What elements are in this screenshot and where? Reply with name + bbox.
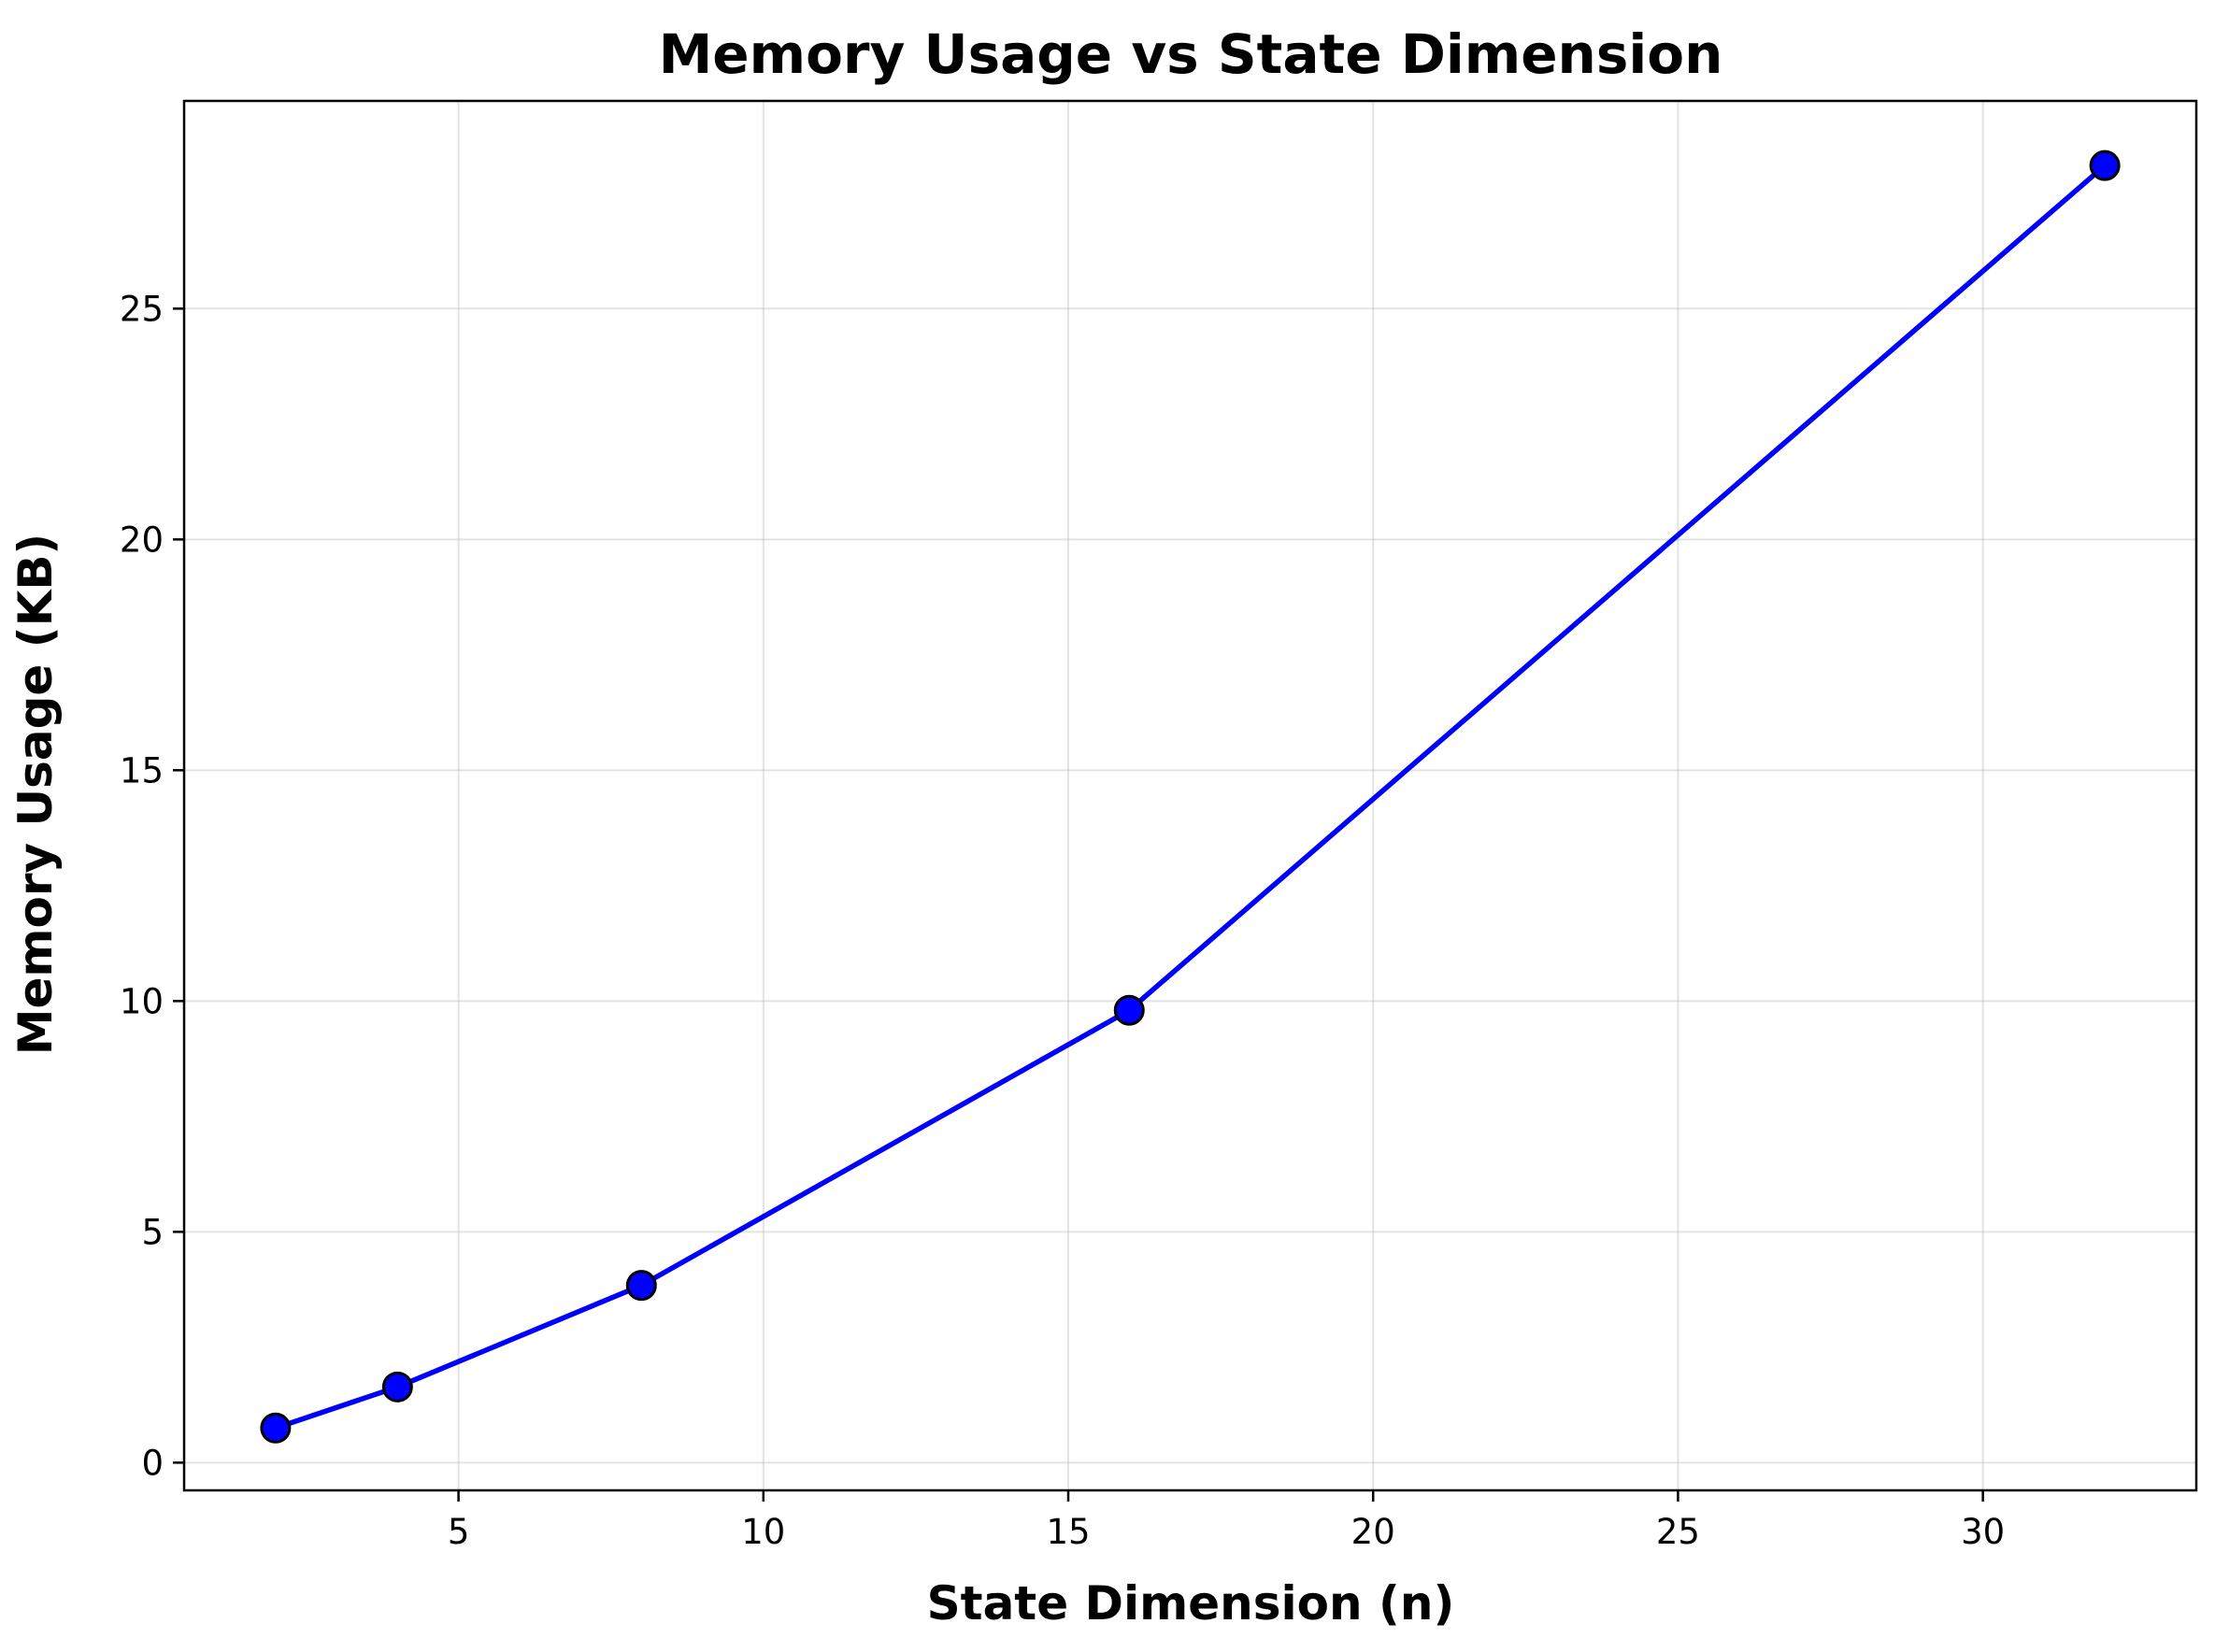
chart-title: Memory Usage vs State Dimension [659,22,1723,86]
x-axis-label: State Dimension (n) [927,1576,1455,1631]
data-point [381,1371,413,1403]
series-layer [260,150,2121,1444]
data-point [260,1412,292,1444]
x-tick-label: 10 [741,1512,785,1552]
x-tick-label: 25 [1656,1512,1700,1552]
x-axis-ticks: 5 10 15 20 25 30 [448,1490,2005,1552]
y-tick-label: 0 [141,1443,164,1483]
x-tick-label: 5 [448,1512,470,1552]
y-tick-label: 15 [120,750,164,790]
y-tick-label: 5 [141,1212,164,1252]
y-tick-label: 25 [120,289,164,329]
y-tick-label: 10 [120,981,164,1021]
data-point [2089,150,2121,181]
data-point [625,1270,657,1302]
data-point [1113,994,1145,1026]
grid-lines [184,101,2196,1490]
x-tick-label: 15 [1046,1512,1090,1552]
y-tick-label: 20 [120,520,164,560]
y-axis-label: Memory Usage (KB) [8,534,63,1056]
x-tick-label: 30 [1961,1512,2005,1552]
x-tick-label: 20 [1351,1512,1395,1552]
y-axis-ticks: 0 5 10 15 20 25 [120,289,184,1483]
plot-frame [182,99,2198,1492]
